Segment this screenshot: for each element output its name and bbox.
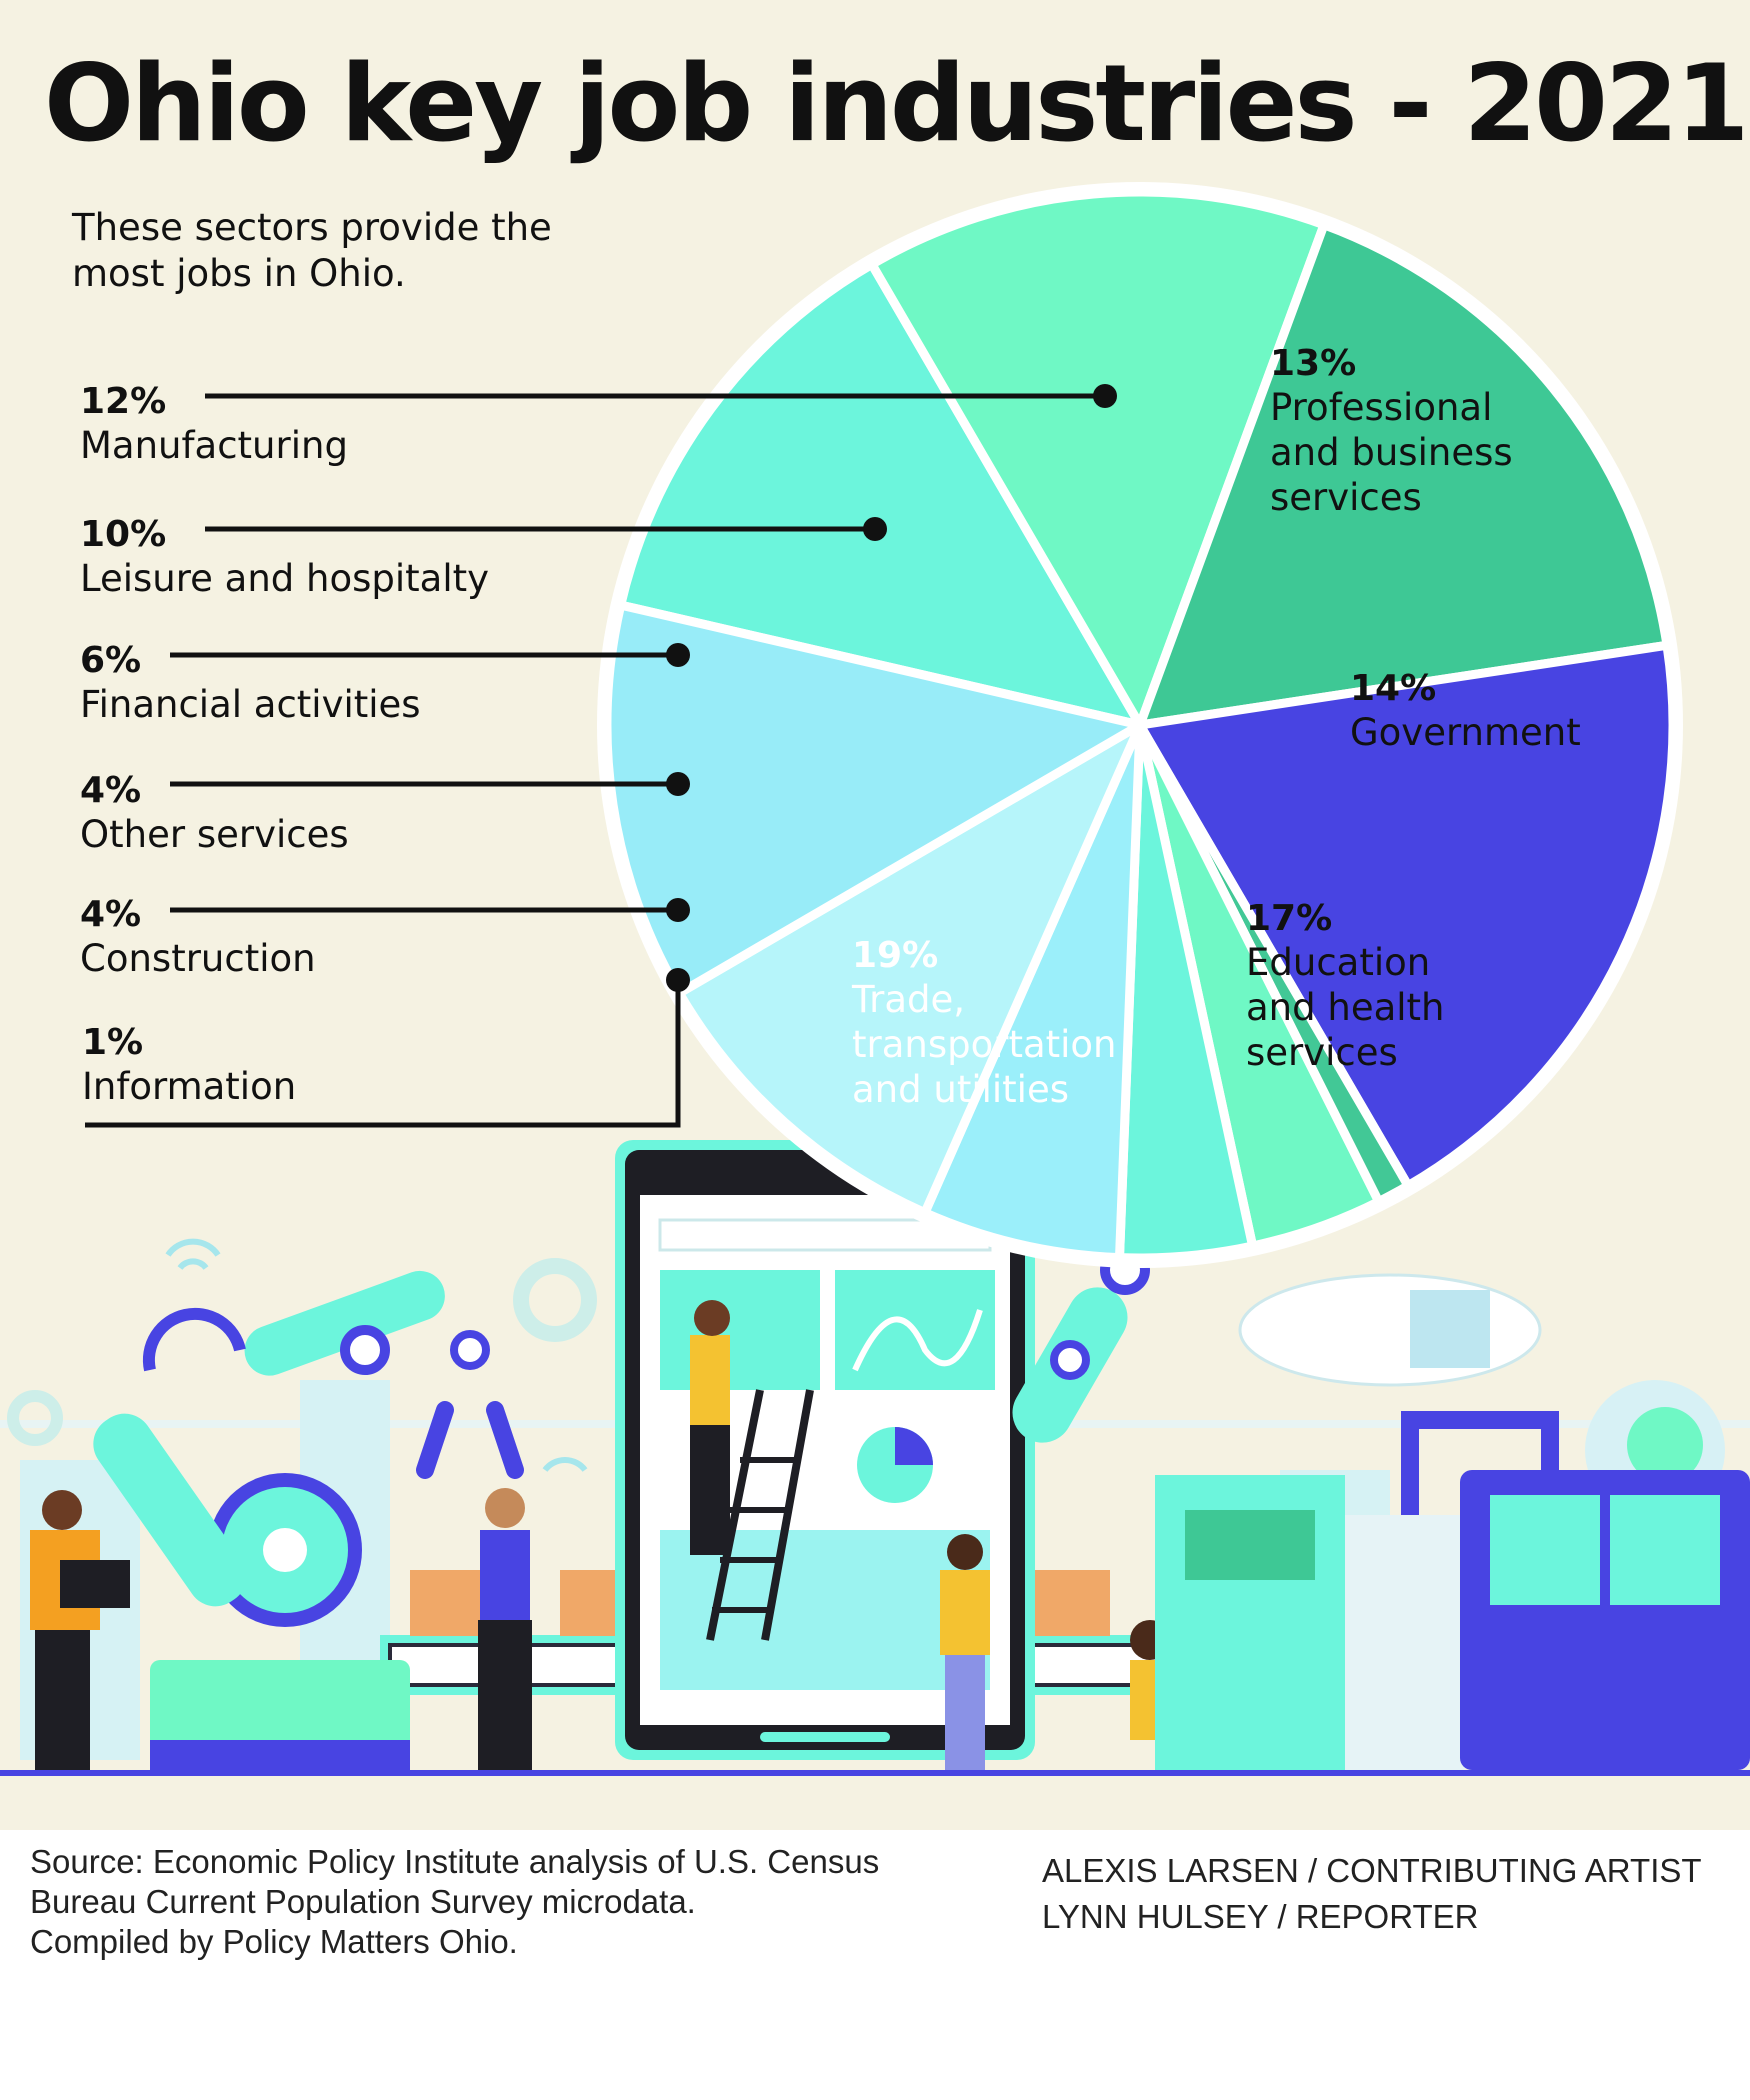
slice-name-line: Government [1350,711,1581,754]
leader-dot [666,772,690,796]
slice-percent: 4% [80,894,141,935]
wifi-icon [165,1238,588,1472]
source-note: Source: Economic Policy Institute analys… [30,1842,1010,1962]
source-line: Source: Economic Policy Institute analys… [30,1843,880,1880]
slice-label-government: 14%Government [1350,668,1581,754]
slice-name-line: Professional [1270,386,1492,429]
leader-dot [666,968,690,992]
page-title: Ohio key job industries - 2021 [44,42,1749,165]
slice-percent: 1% [82,1022,143,1063]
leader-line [85,980,681,1128]
leader-dot [863,517,887,541]
subtitle: These sectors provide the most jobs in O… [72,206,552,295]
slice-percent: 14% [1350,668,1436,709]
pie-slice-financial-activities [920,720,1145,1263]
slice-percent: 13% [1270,343,1356,384]
industry-illustration [0,1140,1750,1830]
slice-percent: 17% [1246,898,1332,939]
source-line: Compiled by Policy Matters Ohio. [30,1923,518,1960]
slice-percent: 12% [80,381,166,422]
slice-label-construction: 4%Construction [80,894,316,980]
slice-label-information: 1%Information [82,1022,296,1108]
pie-slice-education-and-health-services [1135,220,1672,730]
slice-percent: 6% [80,640,141,681]
slice-name-line: Manufacturing [80,424,348,467]
credit-line: ALEXIS LARSEN / CONTRIBUTING ARTIST [1042,1852,1702,1889]
slice-name-line: Other services [80,813,349,856]
slice-name-line: Trade, [851,978,965,1021]
slice-name-line: Education [1246,941,1430,984]
slice-label-leisure: 10%Leisure and hospitalty [80,514,489,600]
slice-percent: 10% [80,514,166,555]
pie-slice-leisure-and-hospitalty [674,720,1145,1218]
leader-dot [1093,384,1117,408]
slice-name-line: and health [1246,986,1445,1029]
slice-name-line: transportation [852,1023,1117,1066]
infographic-canvas: Ohio key job industries - 2021 These sec… [0,0,1750,1830]
slice-label-manufacturing: 12%Manufacturing [80,381,348,467]
slice-name-line: Information [82,1065,296,1108]
pie-slice-trade-transportation-and-utilities [1135,640,1678,1191]
slice-name-line: Financial activities [80,683,421,726]
slice-name-line: services [1270,476,1422,519]
slice-name-line: Construction [80,937,316,980]
credits: ALEXIS LARSEN / CONTRIBUTING ARTIST LYNN… [1042,1848,1742,1940]
slice-label-financial: 6%Financial activities [80,640,421,726]
credit-line: LYNN HULSEY / REPORTER [1042,1898,1479,1935]
slice-percent: 19% [852,935,938,976]
slice-name-line: Leisure and hospitalty [80,557,489,600]
pie-slice-professional-and-business-services [616,259,1145,730]
leader-dot [666,643,690,667]
pie-slice-government [867,187,1329,730]
slice-label-other: 4%Other services [80,770,349,856]
pie-slice-manufacturing [602,600,1145,998]
leader-dot [666,898,690,922]
slice-name-line: services [1246,1031,1398,1074]
slice-name-line: and business [1270,431,1513,474]
slice-name-line: and utilities [852,1068,1069,1111]
slice-percent: 4% [80,770,141,811]
cloud-icon [1238,1273,1542,1387]
source-line: Bureau Current Population Survey microda… [30,1883,696,1920]
